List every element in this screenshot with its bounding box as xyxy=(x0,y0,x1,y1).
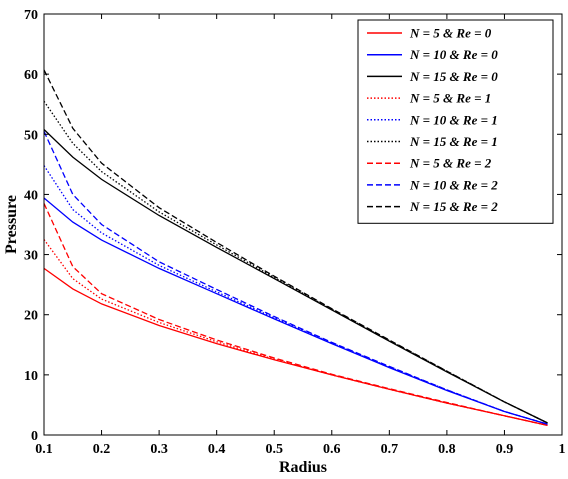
x-tick-label: 0.8 xyxy=(438,442,456,457)
legend-label-5: N = 10 & Re = 1 xyxy=(409,112,498,127)
y-tick-label: 70 xyxy=(24,8,38,23)
x-tick-label: 0.7 xyxy=(381,442,399,457)
legend-label-7: N = 5 & Re = 2 xyxy=(409,156,492,171)
y-tick-label: 20 xyxy=(24,309,38,324)
x-axis-label: Radius xyxy=(279,459,327,476)
legend-label-2: N = 10 & Re = 0 xyxy=(409,47,498,62)
legend-label-6: N = 15 & Re = 1 xyxy=(409,134,498,149)
y-tick-label: 40 xyxy=(24,188,38,203)
legend-box xyxy=(357,19,554,224)
series-line-9 xyxy=(43,69,548,424)
series-line-8 xyxy=(43,131,548,425)
series-line-5 xyxy=(43,165,548,425)
legend-label-1: N = 5 & Re = 0 xyxy=(409,26,492,41)
y-tick-label: 50 xyxy=(24,128,38,143)
y-tick-label: 10 xyxy=(24,369,38,384)
x-tick-label: 0.2 xyxy=(93,442,111,457)
legend-label-9: N = 15 & Re = 2 xyxy=(409,199,498,214)
legend-label-8: N = 10 & Re = 2 xyxy=(409,177,498,192)
axis-tick-labels: 0.1 0.2 0.3 0.4 0.5 0.6 0.7 0.8 0.9 1010203040506… xyxy=(24,8,566,457)
y-axis-label: Pressure xyxy=(3,195,20,254)
series-line-4 xyxy=(43,239,548,427)
axis-ticks xyxy=(43,13,563,436)
x-tick-label: 0.1 xyxy=(35,442,53,457)
y-tick-label: 60 xyxy=(24,68,38,83)
legend-label-4: N = 5 & Re = 1 xyxy=(409,91,491,106)
series-line-1 xyxy=(43,267,548,427)
y-tick-label: 0 xyxy=(31,429,38,444)
series-line-7 xyxy=(43,203,548,427)
x-tick-label: 1 xyxy=(559,442,566,457)
x-tick-label: 0.4 xyxy=(208,442,226,457)
plot-frame xyxy=(43,13,563,436)
x-tick-label: 0.6 xyxy=(323,442,341,457)
x-tick-label: 0.9 xyxy=(496,442,514,457)
y-tick-label: 30 xyxy=(24,249,38,264)
legend: N = 5 & Re = 0 N = 10 & Re = 0 N = 15 & Re… xyxy=(357,19,554,224)
x-tick-label: 0.5 xyxy=(265,442,283,457)
x-tick-label: 0.3 xyxy=(150,442,168,457)
plot-lines xyxy=(43,69,548,427)
legend-label-3: N = 15 & Re = 0 xyxy=(409,69,498,84)
